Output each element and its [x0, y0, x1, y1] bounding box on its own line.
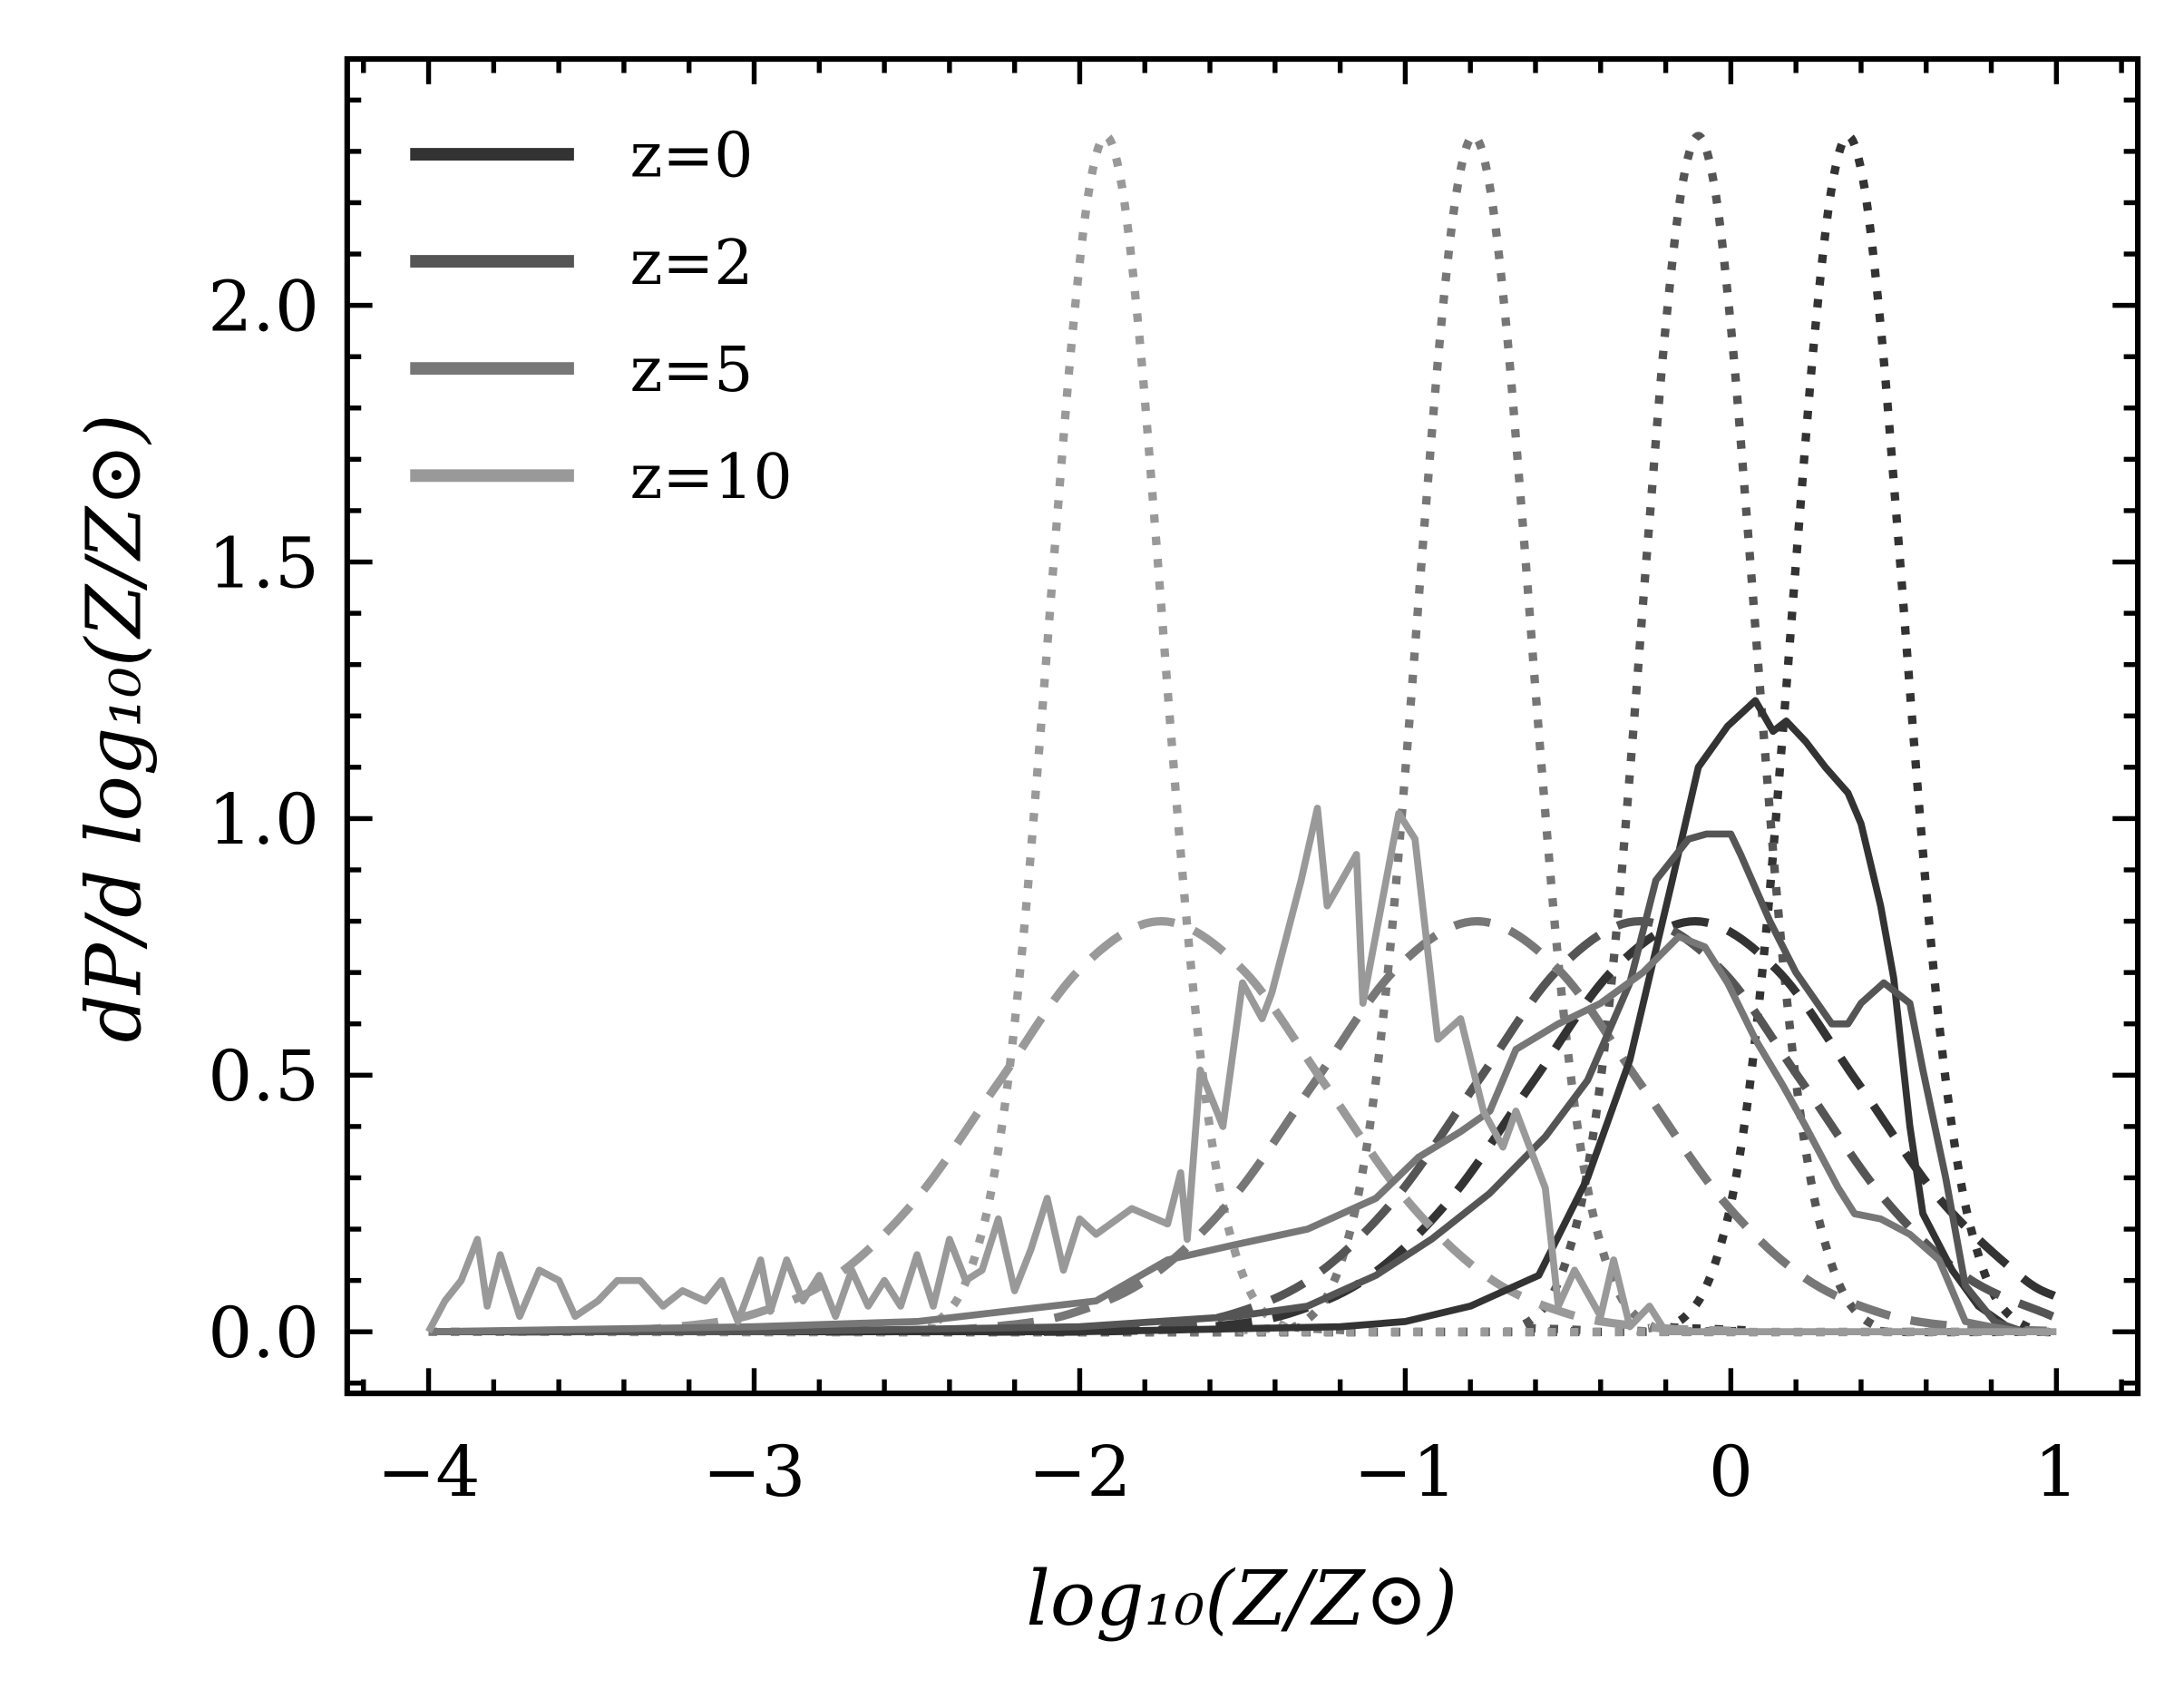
series-solid-z10 — [425, 805, 2057, 1336]
series-solid-z5 — [428, 932, 2025, 1336]
series-dotted-z2 — [428, 132, 2057, 1337]
series-solid-z0 — [428, 697, 2025, 1336]
axis-ticks: −4 −3 −2 −1 0 1 0.0 0.5 1.0 1.5 2.0 — [208, 59, 2139, 1513]
y-tick-label: 0.0 — [208, 1293, 319, 1374]
legend-label: z=2 — [630, 228, 754, 299]
x-tick-label: 0 — [1709, 1431, 1753, 1513]
legend-item: z=2 — [410, 228, 754, 299]
y-tick-label: 0.5 — [208, 1036, 319, 1118]
legend-label: z=0 — [630, 121, 754, 192]
legend-item: z=10 — [410, 442, 793, 513]
legend-label: z=5 — [630, 335, 754, 406]
legend-label: z=10 — [630, 442, 793, 513]
y-tick-label: 2.0 — [208, 266, 319, 347]
series-layer — [425, 132, 2062, 1337]
x-tick-label: −2 — [1029, 1431, 1132, 1513]
plot-frame — [344, 55, 2141, 1397]
x-tick-label: −4 — [377, 1431, 481, 1513]
series-dotted-z5 — [428, 132, 2057, 1337]
legend-item: z=5 — [410, 335, 754, 406]
x-axis-label: log₁₀(Z/Z⊙) — [1026, 1555, 1458, 1643]
series-solid-z2 — [428, 830, 2025, 1336]
x-tick-label: −1 — [1354, 1431, 1458, 1513]
legend-item: z=0 — [410, 121, 754, 192]
series-dashed-z10 — [510, 916, 1731, 1336]
y-axis-label: dP/d log₁₀(Z/Z⊙) — [70, 414, 158, 1042]
y-tick-label: 1.0 — [208, 779, 319, 861]
legend: z=0 z=2 z=5 z=10 — [410, 121, 793, 513]
series-dotted-z10 — [428, 132, 2057, 1337]
y-tick-label: 1.5 — [208, 522, 319, 604]
x-tick-label: 1 — [2034, 1431, 2079, 1513]
x-tick-label: −3 — [703, 1431, 806, 1513]
series-dashed-z5 — [825, 916, 2047, 1336]
series-dotted-z0 — [428, 132, 2057, 1337]
